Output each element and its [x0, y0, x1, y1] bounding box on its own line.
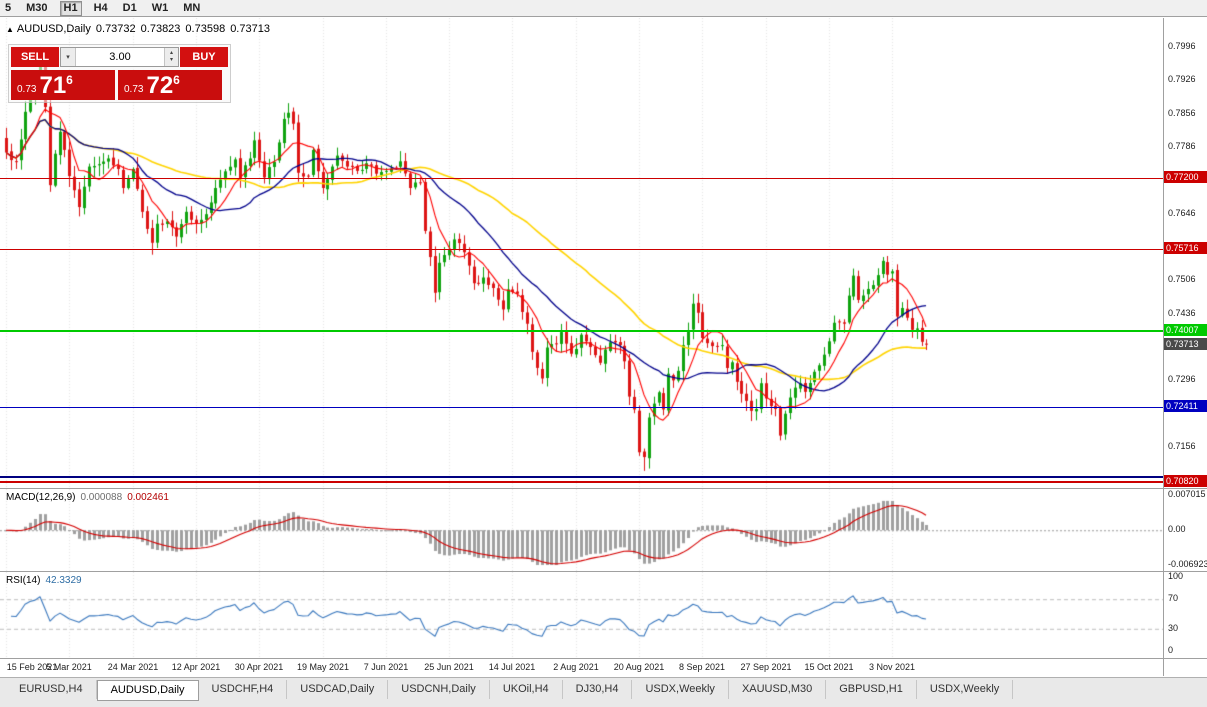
date-label: 27 Sep 2021	[740, 662, 792, 672]
symbol-name: AUDUSD,Daily	[16, 23, 91, 35]
date-label: 15 Oct 2021	[804, 662, 854, 672]
panel-divider[interactable]	[0, 488, 1207, 489]
open-value: 0.73732	[95, 23, 136, 35]
buy-price-big: 72	[146, 72, 174, 99]
chart-tab-ukoil-h4[interactable]: UKOil,H4	[490, 680, 563, 699]
time-axis[interactable]: 15 Feb 2021 5 Mar 2021 24 Mar 2021 12 Apr 2…	[0, 659, 1163, 676]
date-label: 7 Jun 2021	[363, 662, 409, 672]
axis-border	[1163, 18, 1164, 676]
date-label: 20 Aug 2021	[613, 662, 665, 672]
hline-price-label: 0.77200	[1164, 171, 1207, 184]
sell-price-prefix: 0.73	[17, 84, 37, 95]
chart-tab-gbpusd-h1[interactable]: GBPUSD,H1	[826, 680, 917, 699]
chart-tab-usdcnh-daily[interactable]: USDCNH,Daily	[388, 680, 490, 699]
chart-tab-bar: EURUSD,H4 AUDUSD,Daily USDCHF,H4 USDCAD,Dai…	[0, 677, 1207, 707]
low-value: 0.73598	[185, 23, 226, 35]
spinner-up-icon: ▴	[169, 50, 173, 56]
macd-value-signal: 0.002461	[127, 492, 169, 503]
volume-dropdown-button[interactable]: ▾	[61, 48, 76, 66]
date-label: 8 Sep 2021	[678, 662, 726, 672]
chart-tab-dj30-h4[interactable]: DJ30,H4	[563, 680, 633, 699]
timeframe-button-h4[interactable]: H4	[93, 1, 108, 14]
macd-header: MACD(12,26,9) 0.000088 0.002461	[6, 492, 174, 503]
date-label: 19 May 2021	[296, 662, 350, 672]
volume-input[interactable]	[76, 48, 164, 66]
chart-tab-eurusd-h4[interactable]: EURUSD,H4	[6, 680, 97, 699]
rsi-axis-label: 100	[1168, 571, 1184, 581]
rsi-header: RSI(14) 42.3329	[6, 575, 87, 586]
sell-button[interactable]: SELL	[11, 47, 59, 67]
timeframe-button-mn[interactable]: MN	[183, 1, 201, 14]
chart-ohlc-line: ▲ AUDUSD,Daily 0.73732 0.73823 0.73598 0.7371…	[6, 23, 275, 35]
timeframe-toolbar: 5 M30 H1 H4 D1 W1 MN	[0, 0, 1207, 17]
date-label: 25 Jun 2021	[424, 662, 474, 672]
volume-control: ▾ ▴ ▾	[60, 47, 179, 67]
close-value: 0.73713	[230, 23, 270, 35]
buy-price-pipette: 6	[173, 73, 180, 87]
price-axis-label: 0.7996	[1168, 41, 1196, 52]
date-label: 12 Apr 2021	[171, 662, 221, 672]
timeframe-button-w1[interactable]: W1	[151, 1, 169, 14]
sell-price-pipette: 6	[66, 73, 73, 87]
rsi-value: 42.3329	[45, 575, 82, 586]
date-label: 2 Aug 2021	[553, 662, 599, 672]
chart-tab-usdx-weekly[interactable]: USDX,Weekly	[632, 680, 729, 699]
price-axis-label: 0.7646	[1168, 207, 1196, 218]
timeframe-button-h1[interactable]: H1	[59, 0, 82, 16]
chart-tab-audusd-daily[interactable]: AUDUSD,Daily	[96, 680, 199, 701]
sell-price-big: 71	[39, 72, 67, 99]
sell-price-display[interactable]: 0.73 71 6	[11, 70, 115, 100]
panel-divider[interactable]	[0, 571, 1207, 572]
rsi-canvas[interactable]	[0, 572, 1163, 658]
price-axis-label: 0.7856	[1168, 107, 1196, 118]
chart-tab-usdchf-h4[interactable]: USDCHF,H4	[199, 680, 288, 699]
price-axis-label: 0.7296	[1168, 374, 1196, 385]
one-click-trading-panel: SELL ▾ ▴ ▾ BUY 0.73 71 6 0.73 72 6	[8, 44, 231, 103]
chart-tab-xauusd-m30[interactable]: XAUUSD,M30	[729, 680, 827, 699]
price-axis-label: 0.7926	[1168, 74, 1196, 85]
hline-price-label: 0.70820	[1164, 475, 1207, 488]
price-axis-label: 0.7436	[1168, 307, 1196, 318]
date-label: 15 Feb 2021	[6, 662, 58, 672]
date-label: 5 Mar 2021	[46, 662, 92, 672]
price-axis-label: 0.7506	[1168, 274, 1196, 285]
chart-symbol-icon: ▲	[6, 25, 14, 34]
buy-price-display[interactable]: 0.73 72 6	[118, 70, 222, 100]
chart-tab-usdx-weekly[interactable]: USDX,Weekly	[917, 680, 1014, 699]
rsi-axis-label: 0	[1168, 645, 1174, 655]
high-value: 0.73823	[140, 23, 181, 35]
date-label: 24 Mar 2021	[107, 662, 159, 672]
date-label: 30 Apr 2021	[234, 662, 284, 672]
date-label: 14 Jul 2021	[488, 662, 536, 672]
macd-axis-label: -0.006923	[1168, 559, 1207, 569]
panel-divider[interactable]	[0, 658, 1207, 659]
macd-value-main: 0.000088	[80, 492, 123, 503]
hline-price-label: 0.75716	[1164, 242, 1207, 255]
timeframe-button-5[interactable]: 5	[5, 1, 12, 14]
spinner-down-icon: ▾	[169, 57, 173, 63]
timeframe-button-d1[interactable]: D1	[122, 1, 137, 14]
macd-title: MACD(12,26,9)	[6, 492, 76, 503]
rsi-axis-label: 70	[1168, 593, 1179, 604]
buy-price-prefix: 0.73	[124, 84, 144, 95]
rsi-axis-label: 30	[1168, 622, 1179, 633]
chart-tab-usdcad-daily[interactable]: USDCAD,Daily	[287, 680, 389, 699]
timeframe-button-m30[interactable]: M30	[26, 1, 48, 14]
hline-price-label: 0.74007	[1164, 323, 1207, 336]
buy-button[interactable]: BUY	[180, 47, 228, 67]
price-axis-label: 0.7786	[1168, 141, 1196, 152]
macd-canvas[interactable]	[0, 489, 1163, 571]
hline-price-label: 0.72411	[1164, 399, 1207, 412]
macd-axis-label: 0.007015	[1168, 489, 1206, 499]
price-axis[interactable]: 0.7996 0.7926 0.7856 0.7786 0.7646 0.7506 0.74…	[1164, 18, 1207, 676]
current-price-label: 0.73713	[1164, 337, 1207, 350]
dropdown-icon: ▾	[66, 54, 70, 61]
date-label: 3 Nov 2021	[868, 662, 916, 672]
volume-spinner[interactable]: ▴ ▾	[164, 48, 178, 66]
macd-axis-label: 0.00	[1168, 524, 1186, 535]
price-axis-label: 0.7156	[1168, 441, 1196, 452]
rsi-title: RSI(14)	[6, 575, 41, 586]
